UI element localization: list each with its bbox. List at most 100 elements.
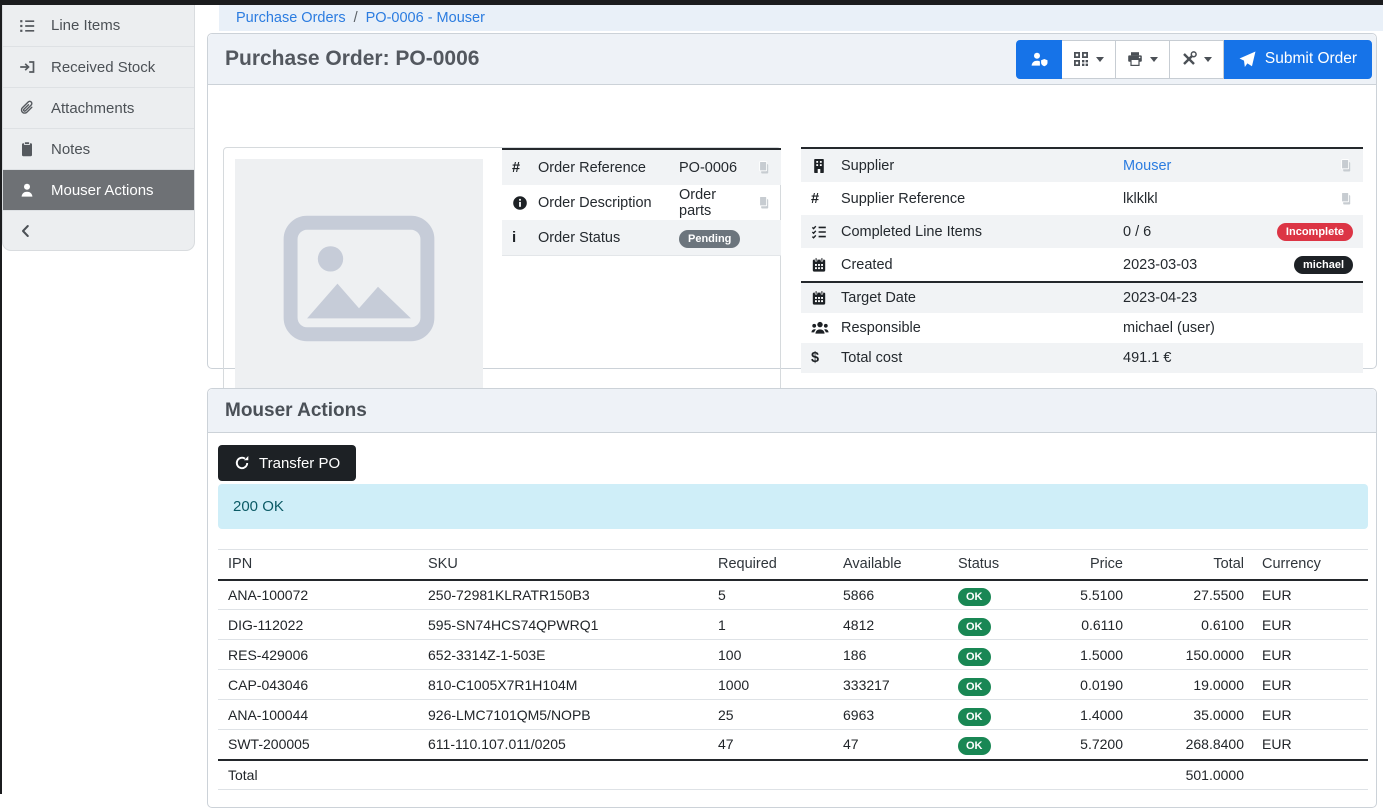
sidebar-item-label: Attachments bbox=[51, 99, 135, 117]
cell-status: OK bbox=[948, 699, 1048, 730]
user-icon bbox=[18, 182, 36, 198]
detail-value: lklklkl bbox=[1123, 190, 1158, 207]
footer-total-value: 501.0000 bbox=[1127, 759, 1248, 790]
detail-label: Order Status bbox=[538, 229, 621, 246]
caret-down-icon bbox=[1204, 56, 1212, 62]
paper-plane-icon bbox=[1239, 51, 1256, 68]
table-row: ANA-100072 250-72981KLRATR150B3 5 5866 O… bbox=[218, 579, 1368, 610]
copy-icon[interactable] bbox=[757, 195, 771, 210]
paperclip-icon bbox=[18, 100, 36, 116]
cell-ipn: SWT-200005 bbox=[218, 729, 418, 761]
cell-total: 268.8400 bbox=[1127, 729, 1248, 761]
info-circle-icon bbox=[512, 195, 538, 211]
detail-row-target-date: Target Date 2023-04-23 bbox=[801, 283, 1363, 313]
alert-text: 200 OK bbox=[233, 498, 284, 515]
detail-row-total-cost: $ Total cost 491.1 € bbox=[801, 343, 1363, 373]
chevron-left-icon bbox=[18, 223, 34, 239]
list-ol-icon bbox=[18, 18, 36, 34]
order-options-dropdown-button[interactable] bbox=[1170, 39, 1224, 79]
cell-currency: EUR bbox=[1248, 729, 1368, 761]
detail-label: Completed Line Items bbox=[841, 223, 983, 240]
users-icon bbox=[811, 320, 841, 336]
barcode-dropdown-button[interactable] bbox=[1062, 39, 1116, 79]
detail-row-order-description: Order Description Order parts bbox=[502, 185, 781, 220]
window-left-edge bbox=[0, 0, 2, 794]
cell-ipn: ANA-100072 bbox=[218, 579, 418, 610]
sidebar-item-attachments[interactable]: Attachments bbox=[3, 87, 194, 128]
sidebar-collapse-button[interactable] bbox=[3, 210, 194, 250]
cell-available: 4812 bbox=[833, 609, 948, 640]
cell-status: OK bbox=[948, 729, 1048, 761]
submit-order-label: Submit Order bbox=[1264, 50, 1358, 67]
cell-price: 0.0190 bbox=[1048, 669, 1127, 700]
order-summary-card: # Order Reference PO-0006 Order Descript… bbox=[223, 147, 781, 408]
cell-sku: 652-3314Z-1-503E bbox=[418, 639, 708, 670]
table-row: SWT-200005 611-110.107.011/0205 47 47 OK… bbox=[218, 729, 1368, 761]
cell-total: 0.6100 bbox=[1127, 609, 1248, 640]
column-header-status: Status bbox=[948, 549, 1048, 581]
transfer-po-button[interactable]: Transfer PO bbox=[218, 445, 357, 481]
table-row: ANA-100044 926-LMC7101QM5/NOPB 25 6963 O… bbox=[218, 699, 1368, 730]
detail-label: Responsible bbox=[841, 320, 921, 336]
cell-sku: 611-110.107.011/0205 bbox=[418, 729, 708, 761]
breadcrumb-link-purchase-orders[interactable]: Purchase Orders bbox=[236, 10, 346, 26]
sidebar-item-notes[interactable]: Notes bbox=[3, 128, 194, 169]
order-image-placeholder[interactable] bbox=[235, 159, 483, 398]
panel-title: Mouser Actions bbox=[225, 399, 367, 421]
cell-currency: EUR bbox=[1248, 579, 1368, 610]
building-icon bbox=[811, 158, 841, 174]
detail-value: 491.1 € bbox=[1123, 350, 1172, 366]
cell-required: 100 bbox=[708, 639, 833, 670]
page-title: Purchase Order: PO-0006 bbox=[225, 47, 480, 70]
admin-button[interactable] bbox=[1016, 39, 1062, 79]
status-ok-badge: OK bbox=[958, 647, 991, 666]
print-dropdown-button[interactable] bbox=[1116, 39, 1170, 79]
cell-ipn: ANA-100044 bbox=[218, 699, 418, 730]
detail-value: 2023-04-23 bbox=[1123, 290, 1198, 306]
detail-value: PO-0006 bbox=[679, 159, 738, 176]
cell-sku: 926-LMC7101QM5/NOPB bbox=[418, 699, 708, 730]
cell-status: OK bbox=[948, 639, 1048, 670]
calendar-icon bbox=[811, 290, 841, 306]
cell-sku: 595-SN74HCS74QPWRQ1 bbox=[418, 609, 708, 640]
column-header-available: Available bbox=[833, 549, 948, 581]
column-header-sku: SKU bbox=[418, 549, 708, 581]
created-by-badge: michael bbox=[1294, 255, 1353, 274]
detail-label: Order Description bbox=[538, 194, 652, 211]
sidebar-item-label: Received Stock bbox=[51, 58, 156, 76]
cell-required: 25 bbox=[708, 699, 833, 730]
copy-icon[interactable] bbox=[1339, 158, 1353, 173]
detail-label: Target Date bbox=[841, 290, 916, 306]
detail-row-completed-line-items: Completed Line Items 0 / 6 Incomplete bbox=[801, 215, 1363, 248]
detail-label: Created bbox=[841, 256, 893, 273]
status-ok-badge: OK bbox=[958, 617, 991, 636]
order-status-badge: Pending bbox=[679, 229, 741, 248]
status-ok-badge: OK bbox=[958, 737, 991, 756]
copy-icon[interactable] bbox=[757, 160, 771, 175]
sidebar-item-line-items[interactable]: Line Items bbox=[3, 5, 194, 46]
sidebar-item-label: Line Items bbox=[51, 17, 121, 34]
caret-down-icon bbox=[1096, 56, 1104, 62]
calendar-icon bbox=[811, 256, 841, 273]
cell-required: 47 bbox=[708, 729, 833, 761]
supplier-link[interactable]: Mouser bbox=[1123, 157, 1172, 174]
cell-total: 35.0000 bbox=[1127, 699, 1248, 730]
sidebar-item-label: Notes bbox=[51, 140, 91, 158]
transfer-po-label: Transfer PO bbox=[259, 454, 341, 472]
detail-row-responsible: Responsible michael (user) bbox=[801, 313, 1363, 343]
sidebar-item-received-stock[interactable]: Received Stock bbox=[3, 46, 194, 87]
sidebar-item-label: Mouser Actions bbox=[51, 181, 154, 199]
printer-icon bbox=[1127, 51, 1143, 67]
copy-icon[interactable] bbox=[1339, 191, 1353, 206]
breadcrumb-link-current-order[interactable]: PO-0006 - Mouser bbox=[365, 10, 485, 26]
cell-currency: EUR bbox=[1248, 669, 1368, 700]
info-alert: 200 OK bbox=[218, 484, 1368, 529]
cell-available: 333217 bbox=[833, 669, 948, 700]
cell-ipn: CAP-043046 bbox=[218, 669, 418, 700]
cell-currency: EUR bbox=[1248, 609, 1368, 640]
cell-currency: EUR bbox=[1248, 639, 1368, 670]
submit-order-button[interactable]: Submit Order bbox=[1224, 39, 1372, 79]
mouser-line-items-table: IPN SKU Required Available Status Price … bbox=[218, 549, 1368, 790]
sidebar-item-mouser-actions[interactable]: Mouser Actions bbox=[3, 169, 194, 210]
order-dates-table: Target Date 2023-04-23 Responsible micha… bbox=[801, 281, 1363, 393]
